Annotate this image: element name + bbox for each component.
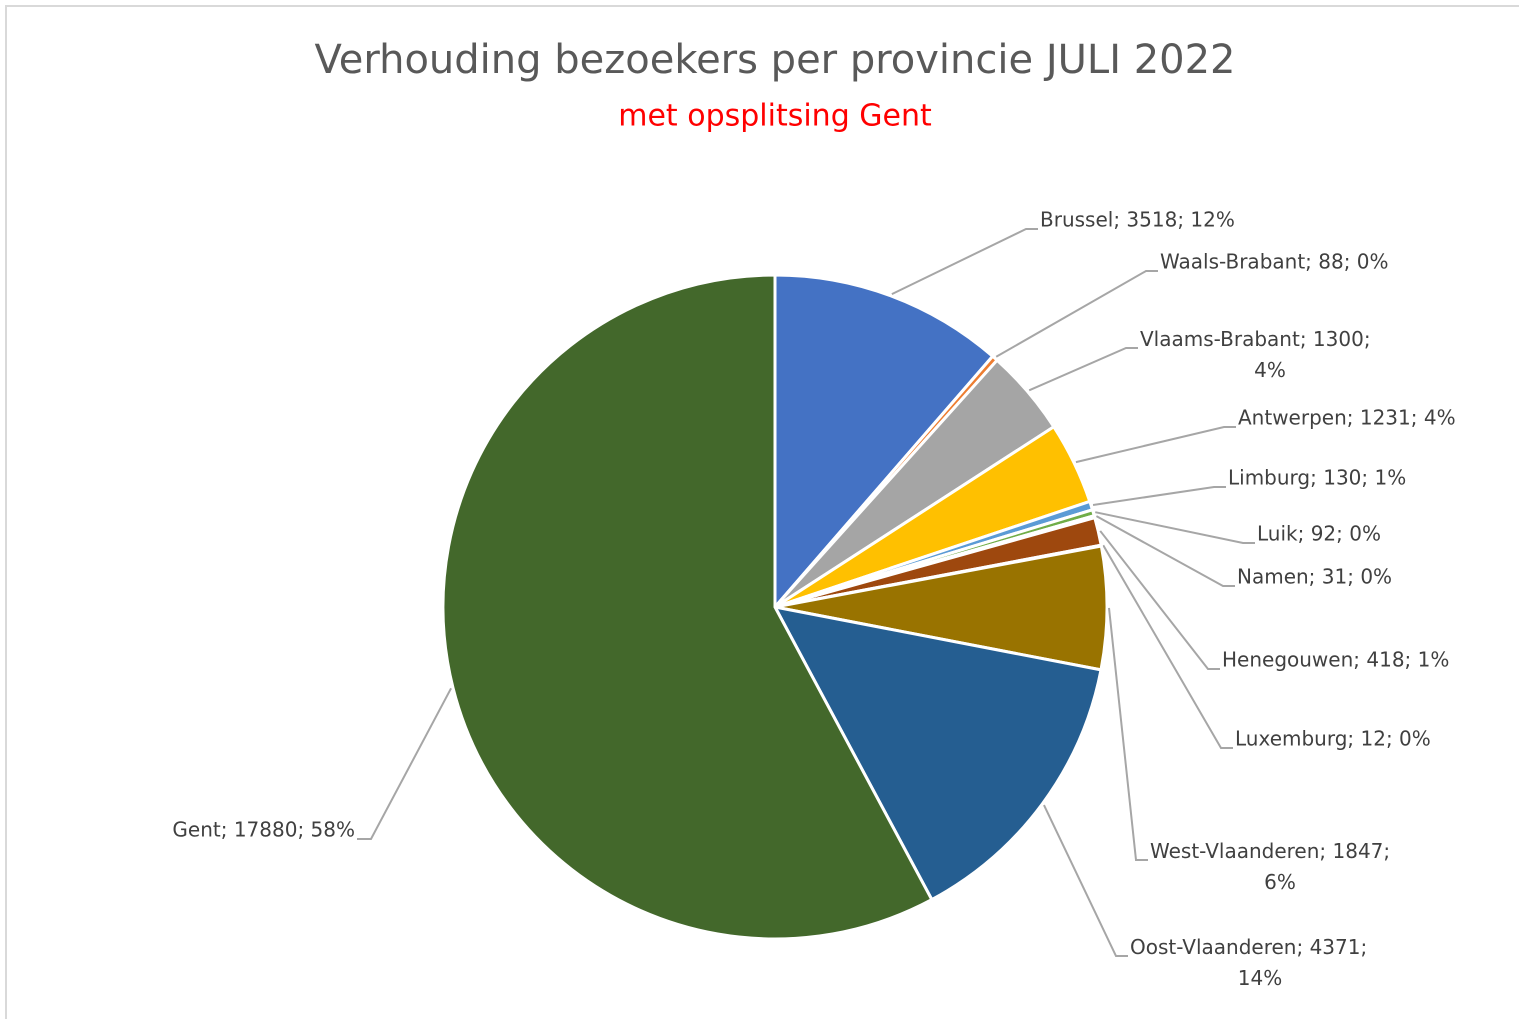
data-label: Namen; 31; 0% bbox=[1237, 565, 1392, 589]
pie-slice bbox=[772, 604, 1103, 902]
data-label: Limburg; 130; 1% bbox=[1228, 466, 1406, 490]
data-label: Oost-Vlaanderen; 4371; 14% bbox=[1130, 935, 1367, 990]
leader-line bbox=[1099, 530, 1220, 670]
data-label: Gent; 17880; 58% bbox=[172, 818, 355, 842]
chart-title: Verhouding bezoekers per provincie JULI … bbox=[315, 37, 1236, 83]
leader-line bbox=[1095, 511, 1255, 544]
data-label-line: 4% bbox=[1254, 358, 1286, 382]
data-label: Brussel; 3518; 12% bbox=[1040, 208, 1235, 232]
data-label: Waals-Brabant; 88; 0% bbox=[1160, 250, 1389, 274]
leader-line bbox=[1043, 804, 1128, 957]
leader-line bbox=[891, 228, 1038, 296]
data-label: Luxemburg; 12; 0% bbox=[1235, 727, 1431, 751]
data-label-line: Oost-Vlaanderen; 4371; bbox=[1130, 935, 1367, 959]
leader-line bbox=[1095, 515, 1235, 587]
chart-subtitle: met opsplitsing Gent bbox=[618, 99, 932, 134]
data-label: Henegouwen; 418; 1% bbox=[1222, 648, 1449, 672]
data-label: Antwerpen; 1231; 4% bbox=[1238, 406, 1456, 430]
leader-line bbox=[1075, 426, 1236, 464]
leader-line bbox=[995, 270, 1158, 358]
pie-slice bbox=[773, 273, 995, 612]
pie-slice bbox=[441, 273, 934, 941]
leader-line bbox=[1092, 486, 1226, 506]
data-label-line: 6% bbox=[1264, 870, 1296, 894]
pie-slice bbox=[774, 544, 1109, 672]
data-label: West-Vlaanderen; 1847; 6% bbox=[1150, 839, 1390, 894]
leader-line bbox=[1108, 607, 1148, 861]
data-label: Luik; 92; 0% bbox=[1257, 522, 1381, 546]
leader-line bbox=[1028, 347, 1138, 392]
data-label-line: West-Vlaanderen; 1847; bbox=[1150, 839, 1390, 863]
data-label-line: 14% bbox=[1238, 966, 1282, 990]
data-label-line: Vlaams-Brabant; 1300; bbox=[1140, 327, 1371, 351]
leader-line bbox=[357, 687, 452, 840]
data-label: Vlaams-Brabant; 1300; 4% bbox=[1140, 327, 1371, 382]
leader-line bbox=[1102, 544, 1233, 749]
